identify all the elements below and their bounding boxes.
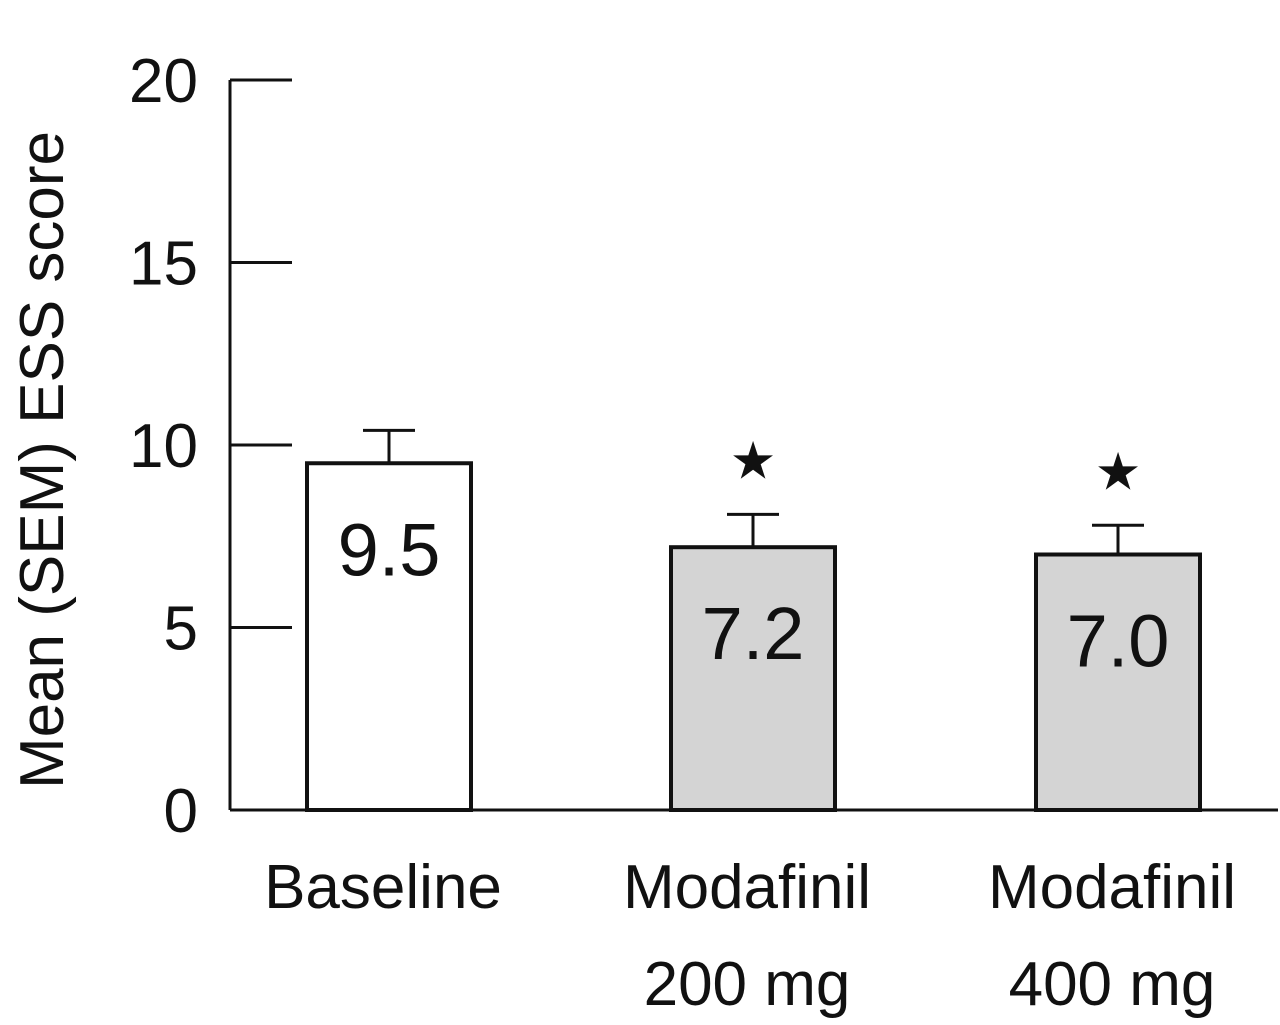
significance-star-1: ★ bbox=[730, 432, 777, 490]
category-sublabel-2: 400 mg bbox=[1009, 950, 1216, 1019]
y-tick-label-5: 5 bbox=[164, 595, 198, 664]
category-sublabel-1: 200 mg bbox=[644, 950, 851, 1019]
bar-value-label-0: 9.5 bbox=[338, 508, 441, 591]
bar-value-label-2: 7.0 bbox=[1067, 600, 1170, 683]
bar-value-label-1: 7.2 bbox=[702, 592, 805, 675]
y-tick-label-20: 20 bbox=[129, 47, 198, 116]
y-tick-label-10: 10 bbox=[129, 412, 198, 481]
labels: 0 5 10 15 20 9.5 Baseline 7.2 ★ Modafinil 200 mg 7.… bbox=[129, 47, 1236, 1019]
category-label-2: Modafinil bbox=[988, 853, 1236, 922]
category-label-0: Baseline bbox=[264, 853, 502, 922]
category-label-1: Modafinil bbox=[623, 853, 871, 922]
y-tick-label-0: 0 bbox=[164, 777, 198, 846]
significance-star-2: ★ bbox=[1095, 443, 1142, 501]
y-tick-label-15: 15 bbox=[129, 230, 198, 299]
bars bbox=[305, 428, 1202, 812]
bar-1 bbox=[669, 545, 837, 812]
bar-0 bbox=[305, 461, 473, 812]
bar-2 bbox=[1034, 552, 1202, 812]
y-axis-title: Mean (SEM) ESS score bbox=[8, 131, 77, 789]
